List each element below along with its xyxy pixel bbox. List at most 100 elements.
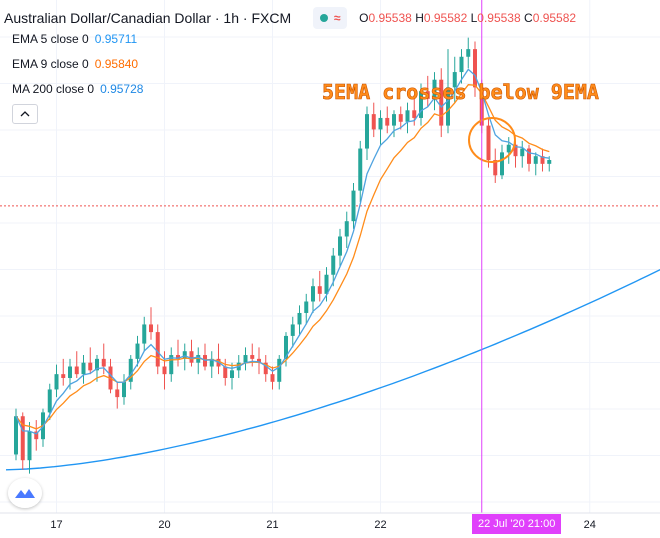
candle-body (169, 355, 174, 375)
indicator-label: EMA 5 close 0 (12, 32, 89, 46)
candle-body (385, 117, 390, 126)
market-status-pill[interactable]: ≈ (313, 7, 348, 29)
candle-body (270, 374, 275, 382)
candle-body (95, 358, 99, 371)
candle-body (466, 49, 471, 57)
candle-body (533, 156, 538, 164)
candle-body (378, 117, 383, 130)
candle-body (20, 416, 25, 461)
candle-body (149, 324, 153, 333)
candle-body (344, 221, 349, 237)
chevron-up-icon (20, 111, 30, 117)
chart-grid (0, 0, 660, 513)
candle-body (547, 160, 552, 164)
collapse-indicators-button[interactable] (12, 104, 38, 124)
candle-body (122, 381, 126, 398)
candle-body (412, 110, 417, 118)
candle-body (304, 301, 309, 313)
crosshair-time-label: 22 Jul '20 21:00 (472, 514, 562, 534)
candle-body (527, 148, 531, 164)
candle-body (331, 255, 336, 275)
candle-body (54, 374, 59, 390)
x-tick-label: 24 (583, 519, 596, 531)
indicator-ema5[interactable]: EMA 5 close 0 0.95711 (12, 32, 137, 46)
ohlc-high: 0.95582 (423, 11, 468, 25)
candle-body (513, 144, 518, 157)
candles (14, 37, 552, 474)
candle-body (439, 79, 444, 126)
chart-header: Australian Dollar/Canadian Dollar · 1h ·… (4, 6, 576, 30)
candle-body (27, 431, 32, 461)
candle-body (432, 79, 437, 99)
ohlc-low: 0.95538 (477, 11, 521, 25)
candle-body (365, 114, 369, 149)
x-tick-label: 17 (50, 519, 63, 531)
candle-body (176, 355, 180, 359)
ohlc-key-high: H (415, 11, 424, 25)
indicator-value: 0.95840 (94, 57, 139, 71)
candle-body (155, 332, 160, 367)
wave-icon: ≈ (333, 11, 341, 25)
candle-body (324, 274, 329, 294)
candle-body (358, 148, 363, 191)
annotation-text: 5EMA crosses below 9EMA (322, 80, 600, 105)
candle-body (14, 416, 18, 455)
candle-body (405, 110, 410, 122)
ohlc-close: 0.95582 (532, 11, 577, 25)
ema9-line (15, 84, 550, 430)
candle-body (81, 362, 86, 375)
indicator-value: 0.95711 (94, 32, 138, 46)
indicator-label: EMA 9 close 0 (12, 57, 89, 71)
x-tick-label: 20 (158, 519, 171, 531)
candle-body (317, 286, 322, 294)
candle-body (500, 152, 504, 176)
candle-body (142, 324, 147, 344)
candle-body (209, 358, 214, 367)
candle-body (128, 358, 133, 382)
ohlc-key-open: O (359, 11, 369, 25)
candle-body (392, 114, 396, 126)
ohlc-open: 0.95538 (368, 11, 412, 25)
candle-body (250, 355, 255, 359)
ma200-line (5, 268, 660, 471)
candle-body (162, 366, 167, 375)
candle-body (47, 389, 52, 413)
candle-body (540, 156, 545, 164)
candle-body (520, 148, 525, 157)
candle-body (351, 190, 356, 222)
candle-body (115, 389, 120, 398)
candle-body (88, 362, 93, 371)
tradingview-logo-icon[interactable] (8, 478, 42, 508)
candle-body (486, 125, 491, 161)
candle-body (230, 370, 234, 378)
symbol-title[interactable]: Australian Dollar/Canadian Dollar · 1h ·… (4, 10, 292, 26)
candle-body (398, 114, 403, 122)
market-status-icon (319, 14, 328, 22)
indicator-ema9[interactable]: EMA 9 close 0 0.95840 (12, 57, 138, 71)
candle-body (135, 343, 140, 359)
indicator-ma200[interactable]: MA 200 close 0 0.95728 (12, 82, 143, 96)
candle-body (189, 351, 194, 363)
x-tick-label: 21 (266, 519, 279, 531)
indicator-value: 0.95728 (100, 82, 144, 96)
candle-body (223, 366, 228, 378)
candle-body (284, 335, 288, 359)
candle-body (61, 374, 66, 378)
candle-body (452, 72, 457, 88)
candle-body (311, 286, 315, 302)
candle-body (425, 91, 430, 99)
ohlc-values: O0.95538 H0.95582 L0.95538 C0.95582 (359, 11, 576, 25)
candle-body (74, 366, 79, 375)
candle-body (101, 358, 106, 367)
annotation-circle (468, 117, 516, 163)
candle-body (297, 312, 302, 325)
ohlc-key-close: C (524, 11, 533, 25)
candle-body (493, 160, 498, 176)
indicator-label: MA 200 close 0 (12, 82, 95, 96)
candle-body (371, 114, 376, 130)
candle-body (34, 431, 39, 440)
candle-body (196, 355, 201, 363)
candle-body (243, 355, 248, 363)
ema5-line (15, 68, 550, 435)
